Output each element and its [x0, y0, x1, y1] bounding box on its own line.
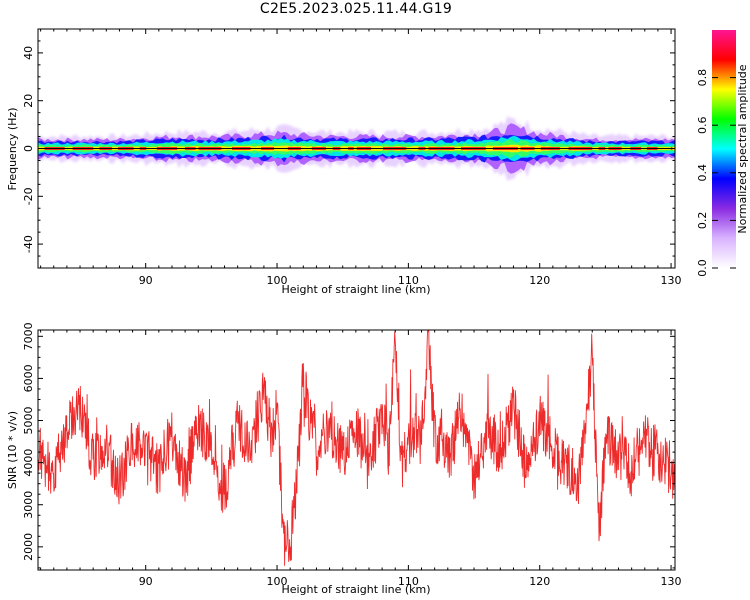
spectrogram-marks	[38, 116, 675, 181]
snr-series-line	[37, 330, 676, 566]
snr-y-tick-label: 4000	[22, 449, 35, 477]
snr-x-tick-label: 110	[398, 575, 419, 588]
snr-frame	[37, 329, 676, 571]
spectrogram-y-tick-label: -20	[22, 187, 35, 205]
chart-title: C2E5.2023.025.11.44.G19	[259, 1, 453, 17]
snr-y-tick-label: 7000	[22, 322, 35, 350]
snr-y-tick-label: 2000	[22, 533, 35, 561]
colorbar-tick-label: 0.2	[696, 212, 709, 230]
snr-y-tick-label: 6000	[22, 364, 35, 392]
spectrogram-ticks: 90 100 110 120 130 40 20 0 -20 -40	[22, 28, 682, 287]
snr-x-tick-label: 100	[267, 575, 288, 588]
colorbar-gradient	[712, 30, 736, 268]
spectrogram-y-tick-label: 20	[22, 94, 35, 108]
spectrogram-x-tick-label: 130	[661, 274, 682, 287]
snr-ticks: 90 100 110 120 130 2000 3000 4000 5000 6000 7000	[22, 322, 682, 588]
spectrogram-x-tick-label: 100	[267, 274, 288, 287]
snr-x-tick-label: 130	[661, 575, 682, 588]
colorbar-ticks: 0.0 0.2 0.4 0.6 0.8	[696, 69, 736, 277]
colorbar-tick-label: 0.8	[696, 69, 709, 87]
colorbar-tick-label: 0.4	[696, 164, 709, 182]
spectrogram-y-tick-label: 0	[22, 145, 35, 152]
colorbar: 0.0 0.2 0.4 0.6 0.8 Normalized spectral ampl…	[696, 30, 749, 277]
spectrogram-x-tick-label: 120	[529, 274, 550, 287]
spectrogram-y-tick-label: 40	[22, 46, 35, 60]
snr-y-tick-label: 5000	[22, 407, 35, 435]
snr-y-tick-label: 3000	[22, 491, 35, 519]
spectrogram-x-axis-label: Height of straight line (km)	[281, 283, 430, 296]
spectrogram-x-tick-label: 110	[398, 274, 419, 287]
spectrogram-y-axis-label: Frequency (Hz)	[6, 108, 19, 191]
snr-y-axis-label: SNR (10 * v/v)	[6, 411, 19, 489]
snr-panel: 90 100 110 120 130 2000 3000 4000 5000 6000 7000 H…	[6, 322, 682, 596]
spectrogram-x-tick-label: 90	[139, 274, 153, 287]
snr-x-axis-label: Height of straight line (km)	[281, 583, 430, 596]
colorbar-tick-label: 0.6	[696, 116, 709, 134]
colorbar-label: Normalized spectral amplitude	[736, 64, 749, 233]
snr-x-tick-label: 120	[529, 575, 550, 588]
snr-x-tick-label: 90	[139, 575, 153, 588]
colorbar-tick-label: 0.0	[696, 259, 709, 277]
spectrogram-panel: 90 100 110 120 130 40 20 0 -20 -40 Height of stra…	[6, 28, 682, 296]
spectrogram-y-tick-label: -40	[22, 235, 35, 253]
